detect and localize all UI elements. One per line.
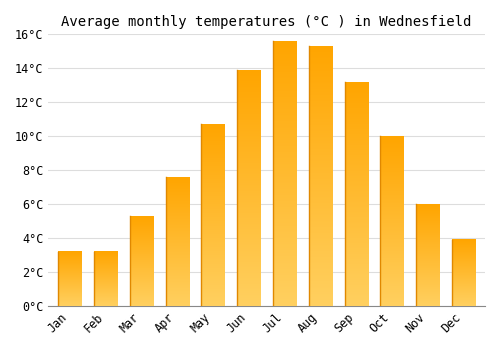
Title: Average monthly temperatures (°C ) in Wednesfield: Average monthly temperatures (°C ) in We… [62,15,472,29]
